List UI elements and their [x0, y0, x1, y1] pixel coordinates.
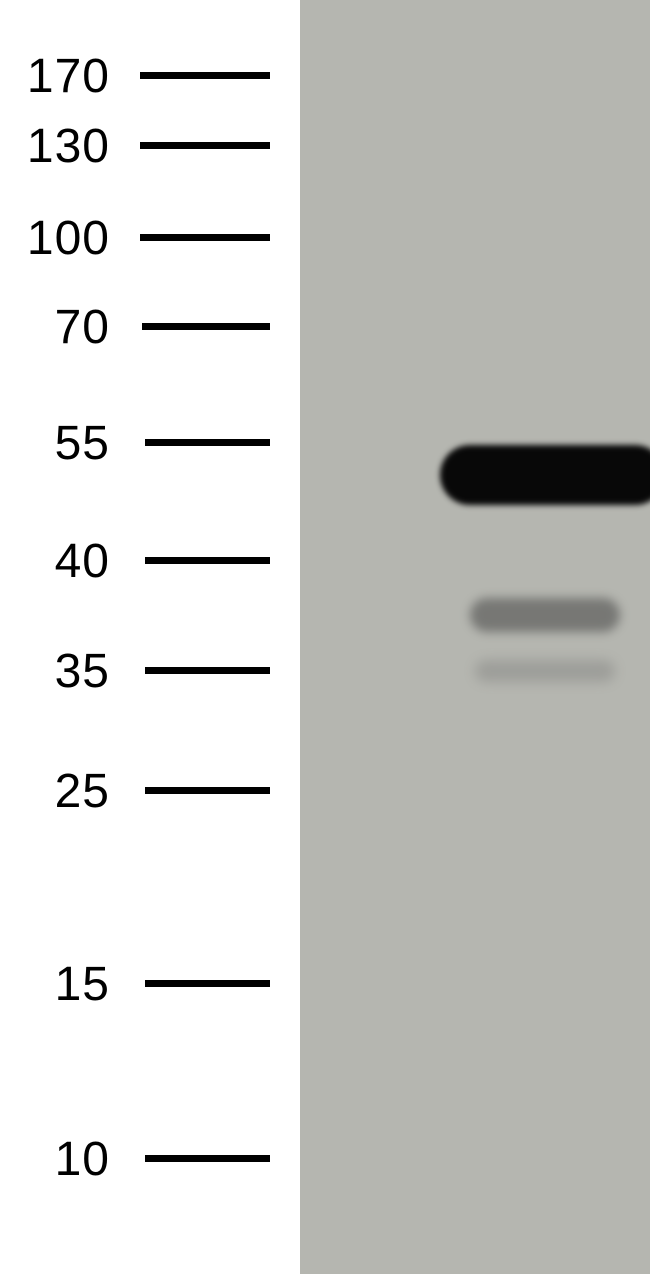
marker-line [145, 980, 270, 987]
marker-line [140, 234, 270, 241]
marker-line [145, 1155, 270, 1162]
marker-label: 25 [0, 764, 110, 819]
blot-band [440, 445, 650, 505]
marker-line [145, 667, 270, 674]
blot-band [475, 660, 615, 682]
marker-label: 130 [0, 119, 110, 174]
marker-line [140, 72, 270, 79]
marker-label: 70 [0, 300, 110, 355]
molecular-weight-ladder: 170 130 100 70 55 40 35 25 15 10 [0, 0, 300, 1274]
marker-label: 10 [0, 1132, 110, 1187]
marker-line [145, 787, 270, 794]
marker-label: 40 [0, 534, 110, 589]
blot-band [470, 598, 620, 632]
marker-label: 55 [0, 416, 110, 471]
marker-label: 100 [0, 211, 110, 266]
marker-line [145, 557, 270, 564]
marker-line [145, 439, 270, 446]
marker-label: 35 [0, 644, 110, 699]
marker-line [142, 323, 270, 330]
marker-line [140, 142, 270, 149]
blot-lane-area [300, 0, 650, 1274]
marker-label: 170 [0, 49, 110, 104]
blot-container: 170 130 100 70 55 40 35 25 15 10 [0, 0, 650, 1274]
marker-label: 15 [0, 957, 110, 1012]
